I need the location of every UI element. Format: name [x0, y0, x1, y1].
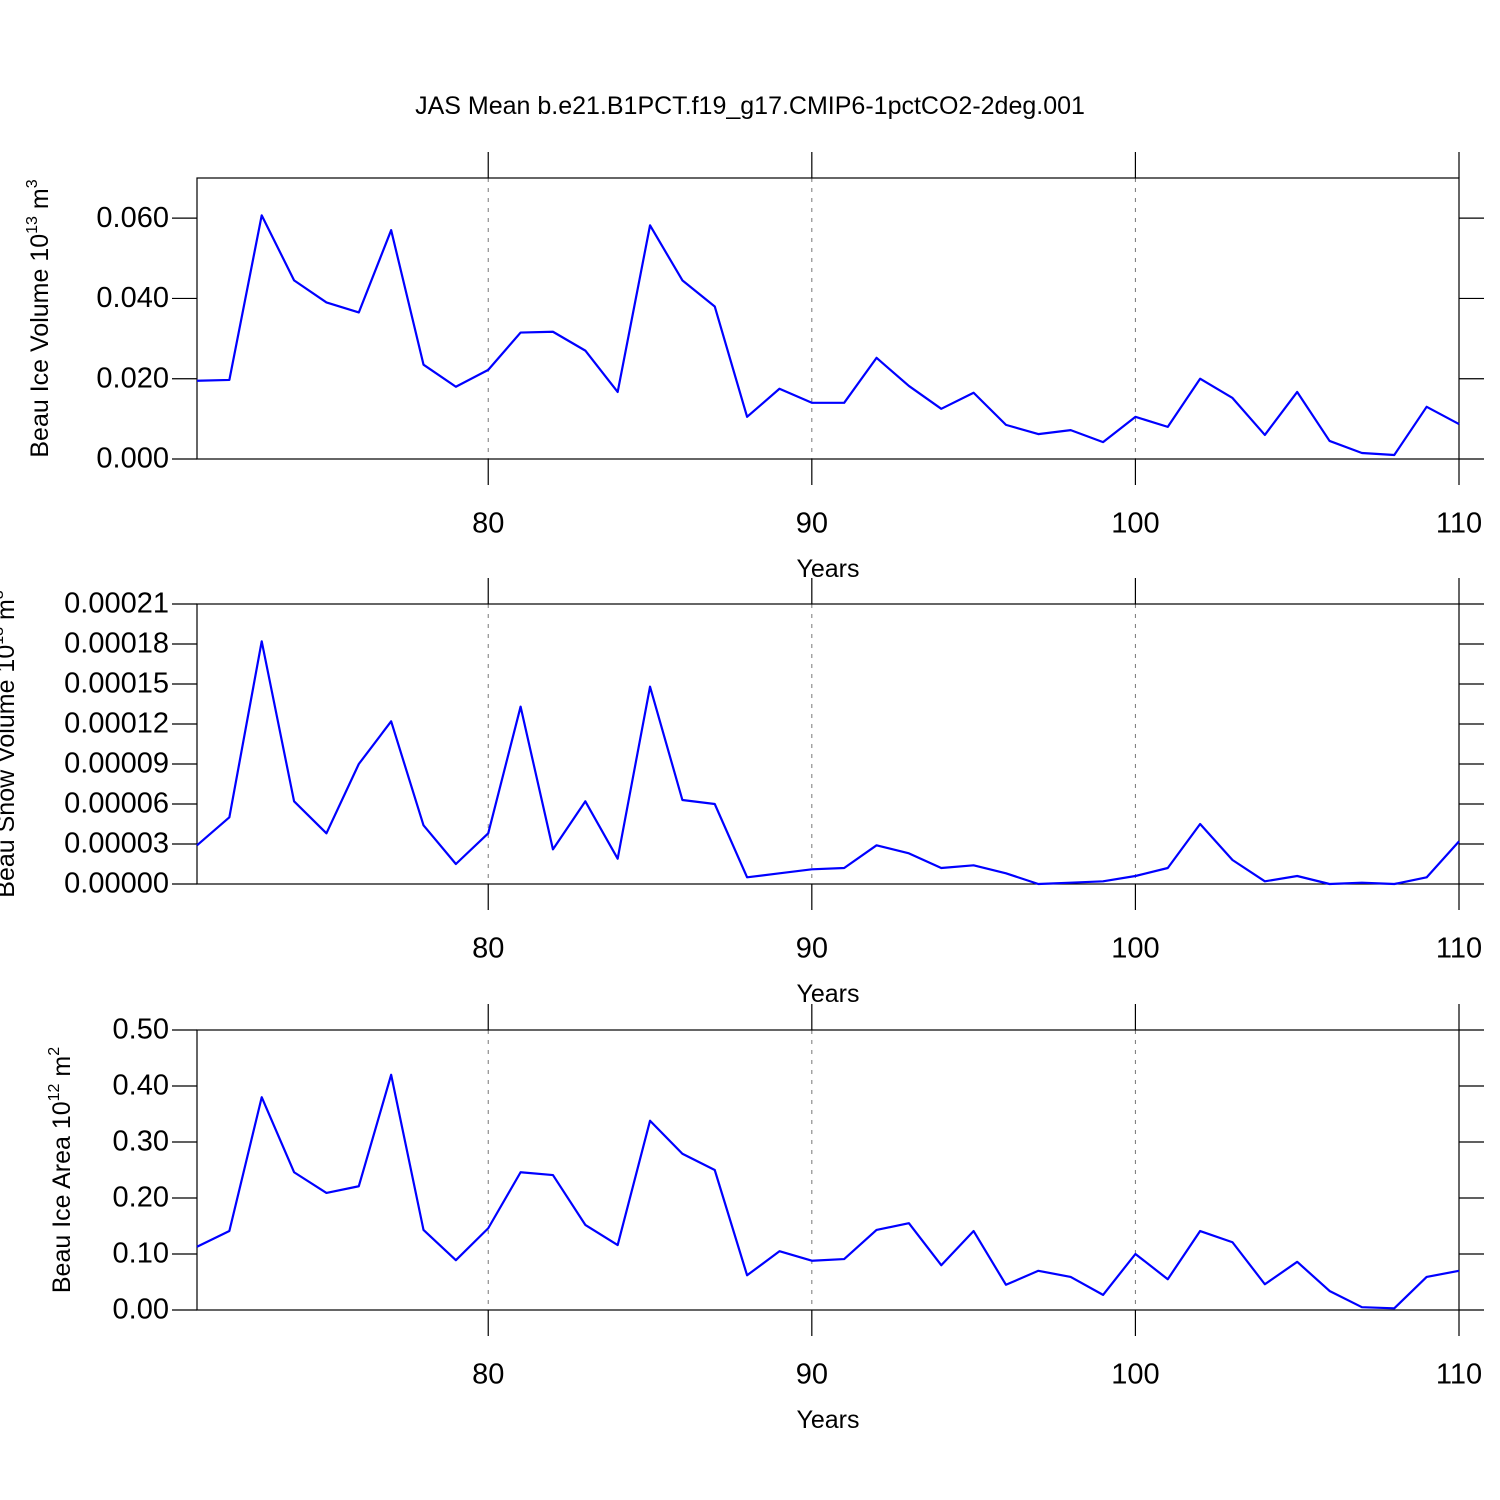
x-tick-label: 100 [1111, 1359, 1159, 1391]
y-tick-label: 0.50 [113, 1014, 169, 1046]
y-tick-label: 0.00006 [64, 788, 169, 820]
x-tick-label: 90 [796, 508, 828, 540]
x-tick-label: 110 [1436, 508, 1482, 540]
y-tick-label: 0.000 [96, 443, 169, 475]
x-axis-label: Years [796, 980, 859, 1008]
y-tick-label: 0.10 [113, 1238, 169, 1270]
y-axis-label-part: m [26, 188, 54, 216]
x-axis-label: Years [796, 555, 859, 583]
y-tick-label: 0.40 [113, 1070, 169, 1102]
y-tick-label: 0.00015 [64, 668, 169, 700]
y-tick-label: 0.20 [113, 1182, 169, 1214]
y-axis-label-part: 3 [0, 590, 7, 599]
x-tick-label: 110 [1436, 1359, 1482, 1391]
y-axis-label-part: Beau Ice Volume 10 [26, 234, 54, 458]
plot-frame [196, 177, 1460, 460]
y-axis-label-part: 13 [24, 216, 41, 234]
y-tick-label: 0.020 [96, 362, 169, 394]
y-axis-label-part: 13 [0, 627, 7, 645]
y-axis-label-part: 2 [46, 1047, 63, 1056]
y-axis-label-part: m [0, 599, 20, 627]
y-tick-label: 0.00003 [64, 828, 169, 860]
plot-frame [196, 1029, 1460, 1311]
x-tick-label: 110 [1436, 933, 1482, 965]
y-tick-label: 0.040 [96, 282, 169, 314]
y-axis-label-part: Beau Ice Area 10 [48, 1101, 76, 1293]
y-tick-label: 0.00021 [64, 588, 169, 620]
x-tick-label: 80 [472, 508, 504, 540]
data-line [196, 214, 1460, 457]
x-tick-label: 100 [1111, 508, 1159, 540]
plot-frame [196, 603, 1460, 885]
y-tick-label: 0.00012 [64, 708, 169, 740]
y-tick-label: 0.00 [113, 1294, 169, 1326]
y-axis-label-part: m [48, 1056, 76, 1084]
x-axis-label: Years [796, 1406, 859, 1434]
y-axis-label-part: Beau Snow Volume 10 [0, 645, 20, 898]
y-axis-label-part: 12 [46, 1083, 63, 1101]
y-tick-label: 0.00009 [64, 748, 169, 780]
y-tick-label: 0.00018 [64, 628, 169, 660]
x-tick-label: 90 [796, 933, 828, 965]
y-axis-label: Beau Ice Area 1012 m2 [46, 1047, 76, 1293]
x-tick-label: 100 [1111, 933, 1159, 965]
data-line [196, 1073, 1460, 1310]
figure-title: JAS Mean b.e21.B1PCT.f19_g17.CMIP6-1pctC… [415, 92, 1085, 120]
y-axis-label: Beau Snow Volume 1013 m3 [0, 590, 20, 898]
y-axis-label: Beau Ice Volume 1013 m3 [24, 179, 54, 457]
x-tick-label: 80 [472, 1359, 504, 1391]
y-tick-label: 0.00000 [64, 868, 169, 900]
y-axis-label-part: 3 [24, 179, 41, 188]
x-tick-label: 80 [472, 933, 504, 965]
x-tick-label: 90 [796, 1359, 828, 1391]
y-tick-label: 0.30 [113, 1126, 169, 1158]
y-tick-label: 0.060 [96, 202, 169, 234]
data-line [196, 640, 1460, 886]
